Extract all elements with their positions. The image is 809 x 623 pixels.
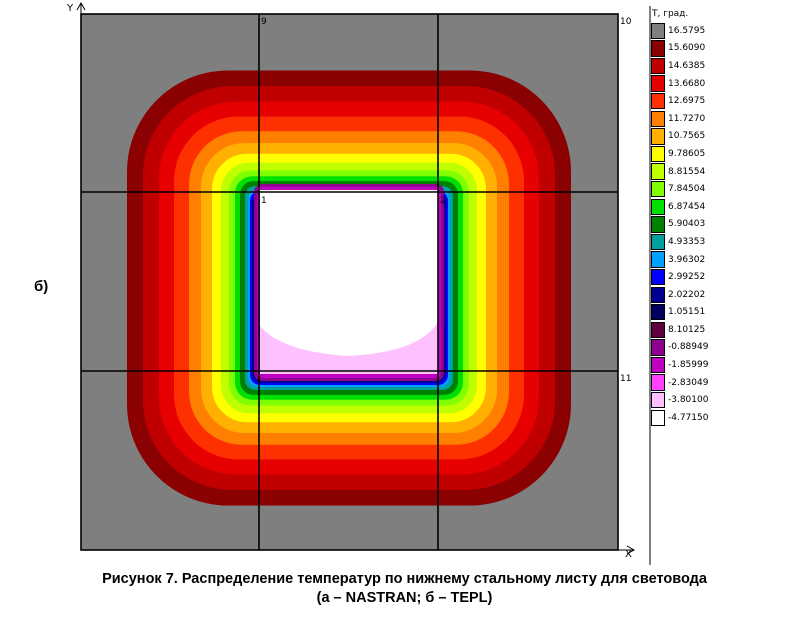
legend-swatch <box>651 57 665 75</box>
legend-swatch <box>651 110 665 127</box>
legend-value: 3.96302 <box>668 254 706 265</box>
legend-row: -0.88949 <box>651 339 723 357</box>
legend-value: 12.6975 <box>668 96 706 107</box>
legend-value: 11.7270 <box>668 113 706 124</box>
legend-value: 15.6090 <box>668 43 706 54</box>
color-legend: T, град. 16.5795 15.6090 14.6385 13.6680 12.… <box>651 6 723 427</box>
legend-row: 5.90403 <box>651 216 723 234</box>
legend-title: T, град. <box>652 9 689 19</box>
legend-swatch <box>651 92 665 110</box>
legend-value: 16.5795 <box>668 25 706 36</box>
legend-row: 12.6975 <box>651 92 723 110</box>
legend-row: 9.78605 <box>651 145 723 163</box>
legend-swatch <box>651 75 665 92</box>
node-label-1: 1 <box>261 196 267 206</box>
legend-row: -2.83049 <box>651 374 723 392</box>
legend-row: 14.6385 <box>651 57 723 75</box>
legend-value: 10.7565 <box>668 131 706 142</box>
legend-swatch <box>651 198 665 215</box>
legend-swatch <box>651 356 665 374</box>
legend-swatch <box>651 374 665 391</box>
core-white <box>260 190 438 356</box>
node-label-10: 10 <box>620 17 632 27</box>
legend-row: 11.7270 <box>651 110 723 128</box>
legend-swatch <box>651 180 665 198</box>
legend-row: 8.81554 <box>651 163 723 181</box>
axes <box>76 1 651 565</box>
legend-swatch <box>651 304 665 321</box>
legend-swatch <box>651 339 665 356</box>
legend-swatch <box>651 163 665 180</box>
legend-value: 5.90403 <box>668 219 706 230</box>
legend-row: 15.6090 <box>651 40 723 58</box>
legend-row: 4.93353 <box>651 233 723 251</box>
legend-row: -4.77150 <box>651 409 723 427</box>
legend-row: 10.7565 <box>651 128 723 146</box>
legend-value: 8.81554 <box>668 166 706 177</box>
legend-swatch <box>651 321 665 339</box>
legend-swatch <box>651 409 665 427</box>
legend-row: 3.96302 <box>651 251 723 269</box>
caption-line-1: Рисунок 7. Распределение температур по н… <box>102 571 707 587</box>
figure-caption: Рисунок 7. Распределение температур по н… <box>0 570 809 608</box>
legend-row: 8.10125 <box>651 321 723 339</box>
legend-value: 8.10125 <box>668 324 706 335</box>
x-axis-arrow <box>626 545 636 555</box>
legend-row: 2.02202 <box>651 286 723 304</box>
legend-row: -3.80100 <box>651 391 723 409</box>
x-axis-label: X <box>625 549 632 560</box>
legend-swatch <box>651 128 665 145</box>
legend-row: 1.05151 <box>651 304 723 322</box>
legend-swatch <box>651 286 665 303</box>
node-label-9: 9 <box>261 17 267 27</box>
legend-value: 9.78605 <box>668 148 706 159</box>
node-label-2: 2 <box>440 196 446 206</box>
legend-value: 13.6680 <box>668 78 706 89</box>
legend-swatch <box>651 251 665 268</box>
legend-value: 7.84504 <box>668 184 706 195</box>
legend-value: -2.83049 <box>668 377 709 388</box>
y-axis-label: Y <box>66 3 74 14</box>
legend-value: 1.05151 <box>668 307 706 318</box>
legend-value: -0.88949 <box>668 342 709 353</box>
legend-rows: 16.5795 15.6090 14.6385 13.6680 12.6975 11.72… <box>651 22 723 427</box>
legend-row: 6.87454 <box>651 198 723 216</box>
legend-swatch <box>651 145 665 163</box>
panel-label: б) <box>34 278 49 295</box>
legend-value: -1.85999 <box>668 360 709 371</box>
legend-row: 2.99252 <box>651 268 723 286</box>
legend-swatch <box>651 22 665 39</box>
legend-swatch <box>651 216 665 233</box>
legend-value: 2.02202 <box>668 289 706 300</box>
inner-core <box>254 184 444 381</box>
legend-row: 13.6680 <box>651 75 723 93</box>
legend-value: 4.93353 <box>668 236 706 247</box>
legend-value: 6.87454 <box>668 201 706 212</box>
legend-swatch <box>651 268 665 286</box>
legend-swatch <box>651 233 665 251</box>
legend-value: 2.99252 <box>668 272 706 283</box>
caption-line-2: (а – NASTRAN; б – TEPL) <box>316 590 493 606</box>
y-axis-arrow <box>76 1 86 11</box>
legend-row: 7.84504 <box>651 180 723 198</box>
legend-row: 16.5795 <box>651 22 723 40</box>
node-label-11: 11 <box>620 374 631 384</box>
legend-swatch <box>651 40 665 57</box>
legend-value: -4.77150 <box>668 412 709 423</box>
legend-value: 14.6385 <box>668 60 706 71</box>
legend-row: -1.85999 <box>651 356 723 374</box>
legend-swatch <box>651 392 665 409</box>
legend-value: -3.80100 <box>668 395 709 406</box>
